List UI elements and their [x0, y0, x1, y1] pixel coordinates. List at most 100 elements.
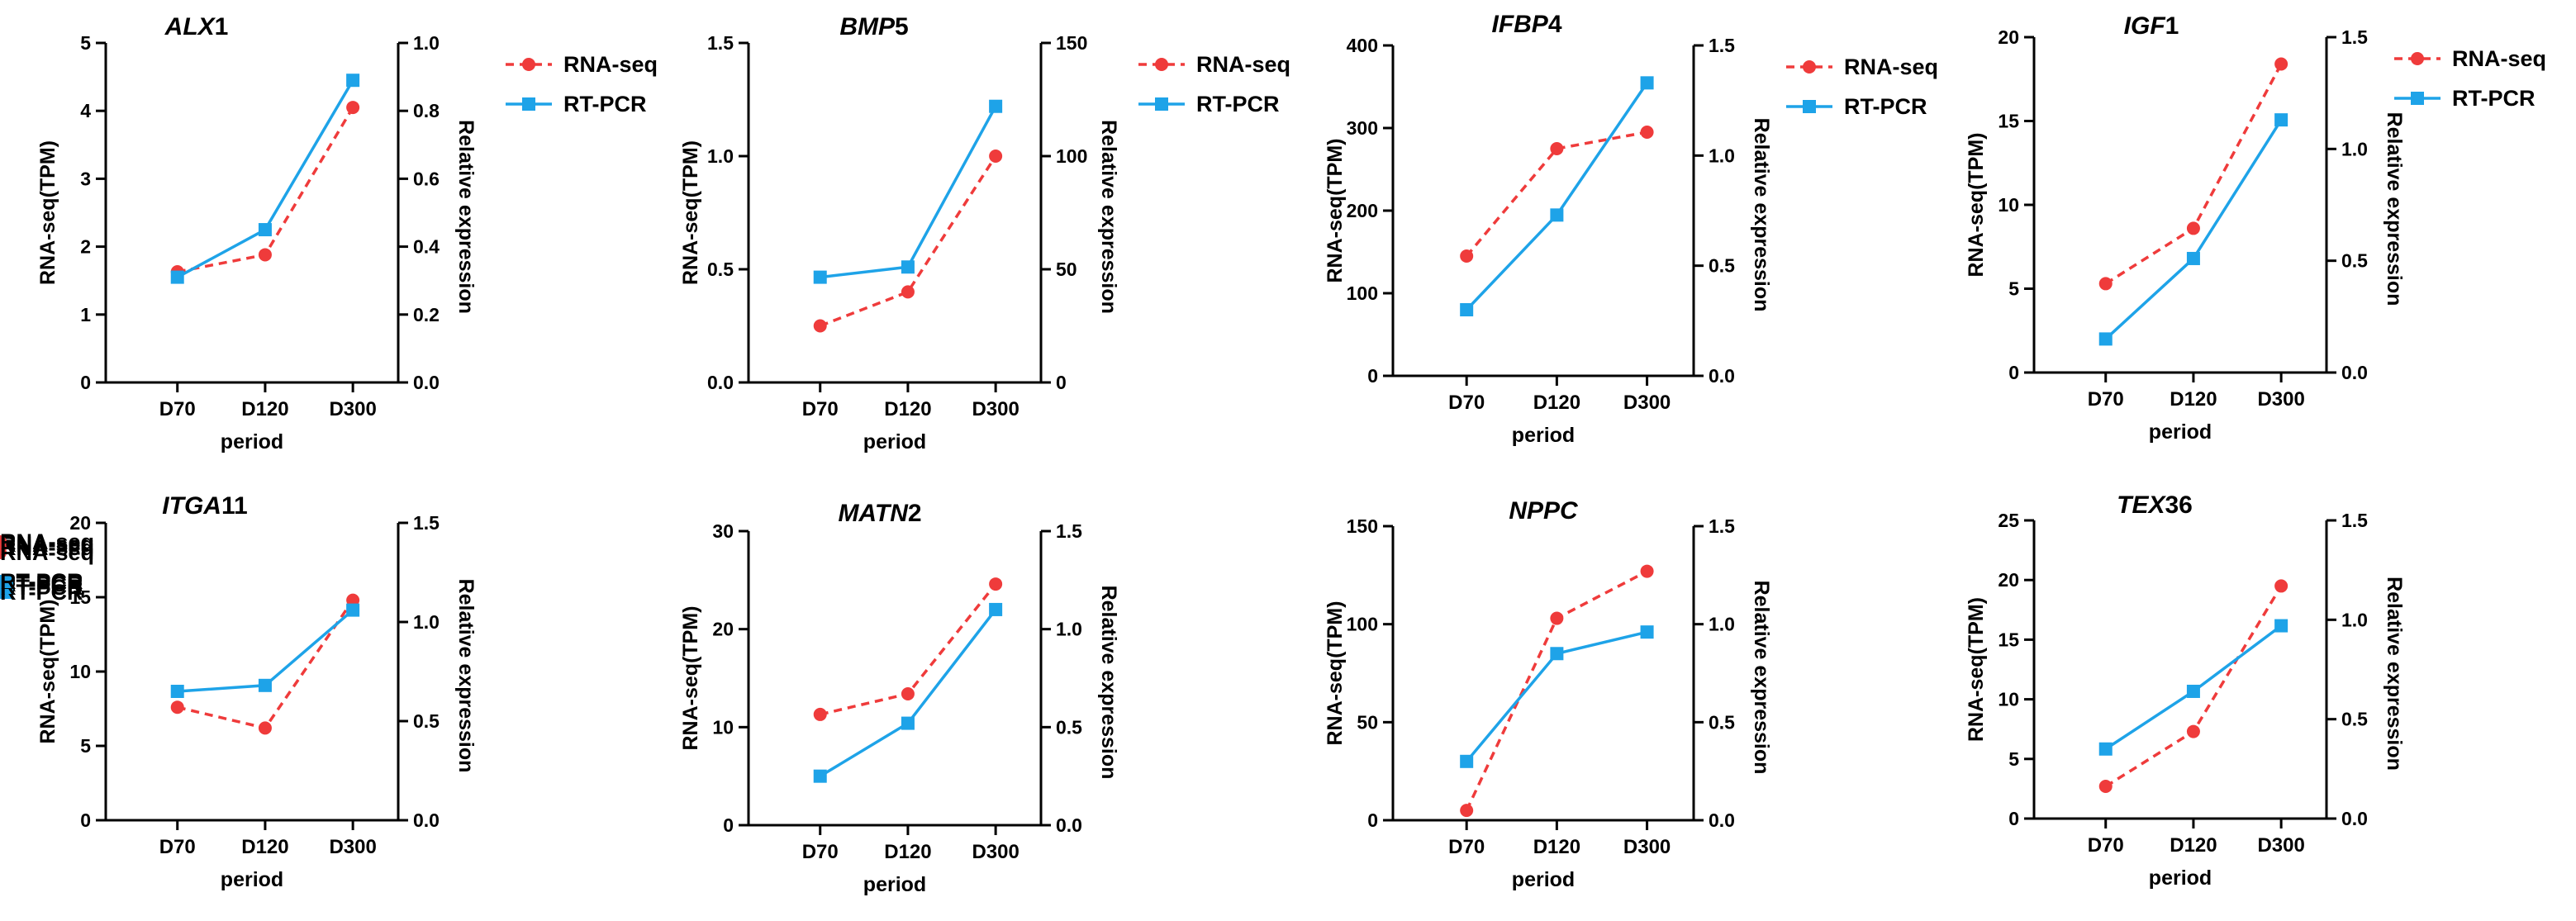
legend-pcr-marker [0, 575, 13, 588]
rt-pcr-point [2274, 113, 2288, 127]
chart-panel: IFBP4 0 100 200 300 400 0.0 0.5 1.0 1.5 D70 D120 D30… [1324, 11, 1938, 447]
legend-pcr-label: RT-PCR [1196, 92, 1280, 116]
legend-pcr-label: RT-PCR [0, 580, 83, 605]
chart-title: ITGA11 [162, 492, 247, 520]
rt-pcr-line [176, 79, 354, 279]
rt-pcr-point [1460, 754, 1474, 768]
legend-rna-marker [522, 58, 535, 71]
rt-pcr-point [813, 769, 827, 783]
chart-title-gene: NPPC [1509, 497, 1579, 525]
chart-title-suffix: 4 [1548, 11, 1562, 38]
right-tick-label: 100 [1056, 145, 1087, 167]
chart-title-gene: ITGA [162, 492, 221, 520]
left-y-axis-label: RNA-seq(TPM) [1324, 601, 1347, 746]
rt-pcr-line [820, 105, 997, 279]
right-tick-label: 1.0 [2341, 138, 2368, 159]
left-tick-label: 15 [1998, 629, 2019, 650]
x-axis-label: period [221, 430, 283, 453]
x-tick-label: D300 [329, 398, 376, 420]
legend-rna-label: RNA-seq [2452, 46, 2546, 71]
rt-pcr-point [2186, 251, 2200, 265]
legend-rna-marker [1155, 58, 1168, 71]
legend-rna-label: RNA-seq [1844, 55, 1938, 79]
rna-seq-point [989, 150, 1003, 163]
rna-seq-point [258, 721, 272, 735]
rt-pcr-point [258, 223, 272, 237]
chart-title-gene: IFBP [1491, 11, 1548, 38]
legend-pcr-marker [2411, 92, 2424, 105]
chart-title-suffix: 11 [221, 492, 248, 520]
rna-seq-point [901, 686, 915, 700]
chart-title: MATN2 [838, 500, 921, 527]
chart-title-gene: TEX [2117, 491, 2166, 519]
right-tick-label: 0.0 [1056, 814, 1082, 836]
rna-seq-point [901, 285, 915, 299]
chart-panel: BMP5 0.0 0.5 1.0 1.5 0 50 100 150 D70 D120 D300 peri… [679, 13, 1290, 453]
right-tick-label: 1.5 [1709, 515, 1735, 537]
right-tick-label: 1.0 [1709, 614, 1735, 635]
x-tick-label: D120 [884, 841, 931, 863]
legend-pcr-marker [1155, 97, 1168, 111]
left-tick-label: 1.5 [707, 32, 734, 54]
x-tick-label: D70 [1448, 836, 1485, 858]
right-tick-label: 0.0 [2341, 362, 2368, 383]
right-tick-label: 1.0 [1056, 619, 1082, 640]
x-axis-label: period [2149, 420, 2212, 444]
left-y-axis-label: RNA-seq(TPM) [1965, 133, 1988, 278]
x-tick-label: D300 [2257, 834, 2304, 857]
left-y-axis-label: RNA-seq(TPM) [679, 140, 702, 285]
right-tick-label: 0.8 [413, 100, 440, 121]
left-tick-label: 10 [1998, 689, 2019, 710]
rna-seq-line [177, 599, 354, 730]
left-tick-label: 20 [712, 619, 734, 640]
right-y-axis-label: Relative expression [1750, 581, 1773, 775]
x-tick-label: D70 [2088, 834, 2124, 857]
rt-pcr-point [170, 685, 184, 698]
legend-rna-marker [1803, 60, 1816, 74]
right-tick-label: 0.5 [1056, 716, 1082, 738]
chart-title: IFBP4 [1491, 11, 1561, 38]
x-tick-label: D300 [2257, 388, 2304, 411]
rna-seq-line [177, 107, 354, 273]
left-tick-label: 100 [1347, 282, 1378, 304]
left-tick-label: 5 [2008, 278, 2019, 300]
right-tick-label: 0 [1056, 372, 1067, 393]
left-tick-label: 2 [80, 236, 91, 258]
legend-pcr-label: RT-PCR [0, 575, 83, 600]
x-axis-label: period [1512, 868, 1575, 891]
left-tick-label: 3 [80, 168, 91, 189]
left-y-axis-label: RNA-seq(TPM) [1965, 597, 1988, 742]
rna-seq-point [2186, 221, 2200, 235]
rna-seq-point [1640, 126, 1654, 139]
rt-pcr-point [346, 74, 360, 88]
chart-title: TEX36 [2117, 491, 2193, 519]
chart-title-gene: IGF [2124, 12, 2166, 40]
right-y-axis-label: Relative expression [454, 120, 478, 314]
left-tick-label: 20 [69, 512, 91, 534]
chart-title: ALX1 [164, 13, 229, 40]
rna-seq-point [813, 319, 827, 333]
left-y-axis-label: RNA-seq(TPM) [36, 600, 59, 744]
left-y-axis-label: RNA-seq(TPM) [679, 606, 702, 751]
rna-seq-point [2186, 724, 2200, 738]
legend-pcr-label: RT-PCR [2452, 86, 2536, 111]
right-y-axis-label: Relative expression [2383, 577, 2406, 771]
right-tick-label: 1.0 [413, 32, 440, 54]
rna-seq-line [2104, 63, 2283, 285]
x-tick-label: D300 [1623, 836, 1671, 858]
right-tick-label: 0.0 [1709, 365, 1735, 387]
rna-seq-point [1460, 804, 1474, 818]
right-tick-label: 0.4 [413, 236, 440, 258]
right-tick-label: 0.5 [2341, 709, 2368, 730]
legend-rna-label: RNA-seq [0, 535, 94, 560]
chart-title-suffix: 36 [2165, 491, 2192, 519]
right-tick-label: 1.5 [2341, 26, 2368, 48]
rna-seq-point [2274, 579, 2288, 593]
right-tick-label: 0.5 [413, 710, 440, 732]
x-axis-label: period [2149, 866, 2212, 890]
right-tick-label: 50 [1056, 259, 1077, 280]
x-tick-label: D70 [2088, 388, 2124, 411]
rna-seq-point [1460, 249, 1474, 263]
rt-pcr-point [1640, 625, 1654, 639]
x-tick-label: D120 [1533, 392, 1580, 414]
